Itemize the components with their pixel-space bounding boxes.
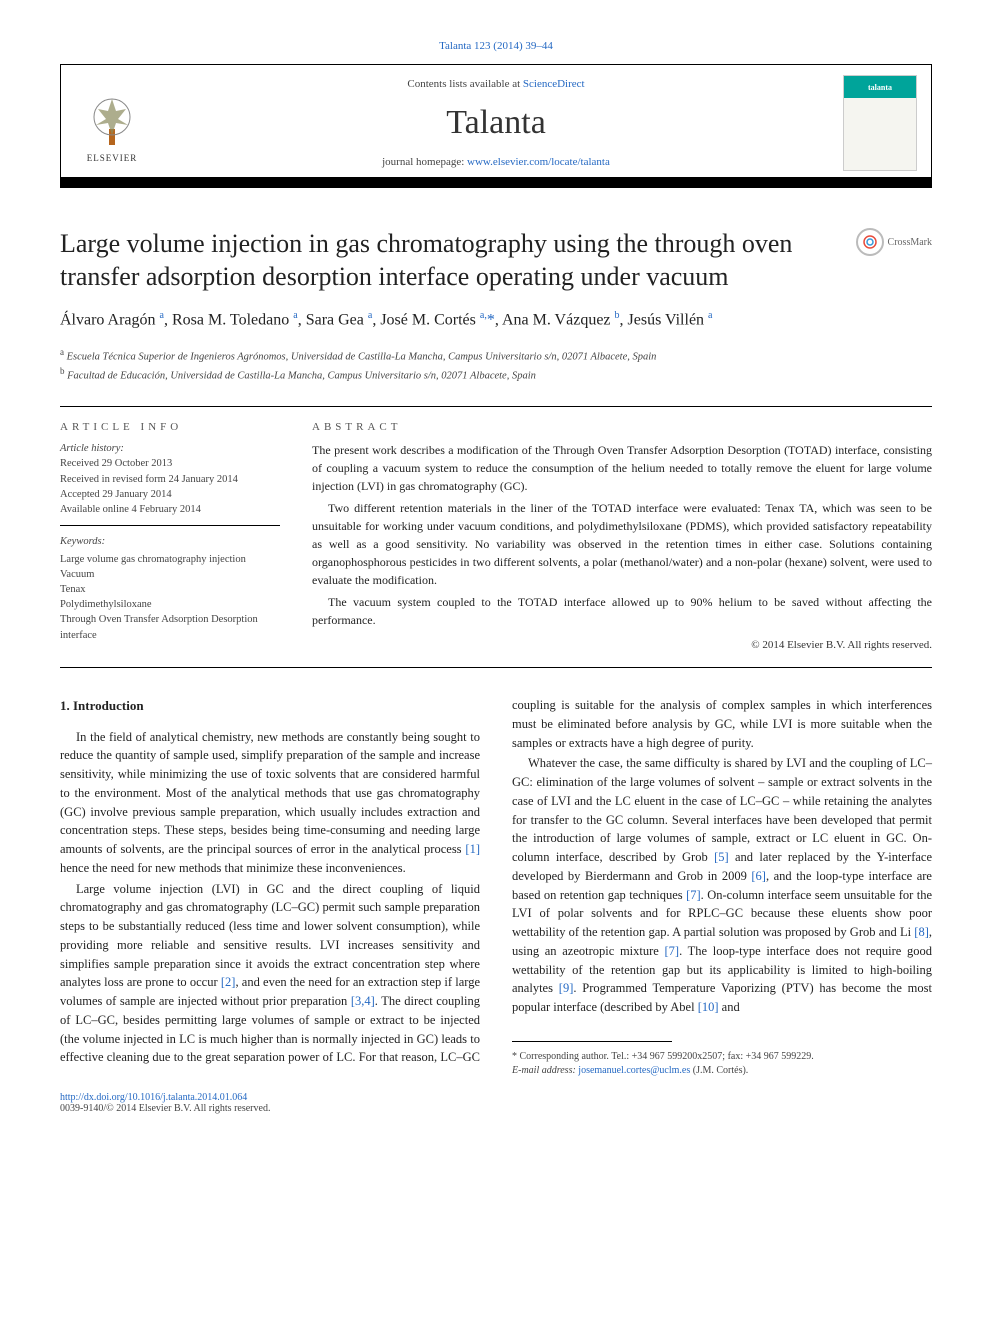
keyword-item: Vacuum (60, 567, 280, 582)
journal-header: ELSEVIER Contents lists available at Sci… (60, 64, 932, 188)
homepage-prefix: journal homepage: (382, 156, 467, 168)
article-info-label: article info (60, 421, 280, 433)
history-received: Received 29 October 2013 (60, 458, 172, 469)
affiliations: a Escuela Técnica Superior de Ingenieros… (60, 346, 932, 385)
keyword-item: Through Oven Transfer Adsorption Desorpt… (60, 612, 280, 642)
authors-list: Álvaro Aragón a, Rosa M. Toledano a, Sar… (60, 309, 932, 332)
crossmark-icon (856, 228, 884, 256)
email-suffix: (J.M. Cortés). (690, 1065, 748, 1076)
homepage-link[interactable]: www.elsevier.com/locate/talanta (467, 156, 610, 168)
contents-line: Contents lists available at ScienceDirec… (149, 78, 843, 90)
keywords-block: Keywords: Large volume gas chromatograph… (60, 534, 280, 643)
crossmark-label: CrossMark (888, 237, 932, 248)
abstract-label: abstract (312, 421, 932, 433)
sciencedirect-link[interactable]: ScienceDirect (523, 78, 585, 90)
corresponding-author-footer: * Corresponding author. Tel.: +34 967 59… (512, 1050, 932, 1078)
elsevier-logo: ELSEVIER (75, 83, 149, 163)
keyword-item: Tenax (60, 582, 280, 597)
abstract-copyright: © 2014 Elsevier B.V. All rights reserved… (312, 639, 932, 651)
history-online: Available online 4 February 2014 (60, 504, 201, 515)
homepage-line: journal homepage: www.elsevier.com/locat… (149, 156, 843, 168)
section-heading: 1. Introduction (60, 696, 480, 716)
article-title: Large volume injection in gas chromatogr… (60, 228, 856, 293)
email-link[interactable]: josemanuel.cortes@uclm.es (578, 1065, 690, 1076)
divider (60, 406, 932, 407)
divider (60, 667, 932, 668)
article-info-column: article info Article history: Received 2… (60, 421, 280, 651)
doi-link[interactable]: http://dx.doi.org/10.1016/j.talanta.2014… (60, 1092, 932, 1103)
body-text: 1. Introduction In the field of analytic… (60, 696, 932, 1078)
abstract-text: The present work describes a modificatio… (312, 441, 932, 629)
cover-brand: talanta (868, 83, 892, 92)
corresponding-note: * Corresponding author. Tel.: +34 967 59… (512, 1050, 932, 1064)
header-divider-bar (61, 177, 931, 187)
history-revised: Received in revised form 24 January 2014 (60, 474, 238, 485)
elsevier-tree-icon (82, 91, 142, 151)
history-label: Article history: (60, 443, 124, 454)
issn-line: 0039-9140/© 2014 Elsevier B.V. All right… (60, 1103, 932, 1114)
contents-prefix: Contents lists available at (407, 78, 522, 90)
journal-name: Talanta (149, 104, 843, 142)
abstract-column: abstract The present work describes a mo… (312, 421, 932, 651)
keywords-label: Keywords: (60, 534, 280, 549)
publisher-name: ELSEVIER (87, 153, 138, 163)
citation-line: Talanta 123 (2014) 39–44 (60, 40, 932, 52)
keyword-item: Large volume gas chromatography injectio… (60, 552, 280, 567)
history-accepted: Accepted 29 January 2014 (60, 489, 172, 500)
email-label: E-mail address: (512, 1065, 578, 1076)
footnote-separator (512, 1041, 672, 1042)
journal-cover-thumb: talanta (843, 75, 917, 171)
crossmark-badge[interactable]: CrossMark (856, 228, 932, 256)
article-history: Article history: Received 29 October 201… (60, 441, 280, 526)
keyword-item: Polydimethylsiloxane (60, 597, 280, 612)
